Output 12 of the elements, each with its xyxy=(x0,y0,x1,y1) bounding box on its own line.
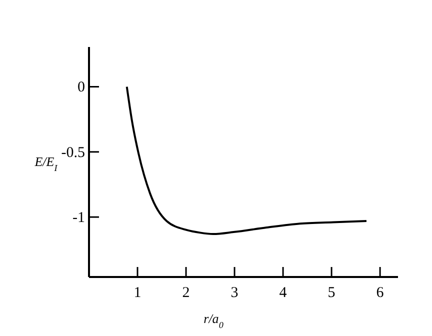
x-tick-label: 4 xyxy=(279,285,288,301)
x-axis-title: r/a$_{0}$ xyxy=(204,311,224,330)
x-tick-label: 2 xyxy=(182,285,190,301)
line-series xyxy=(126,86,368,235)
x-tick-label: 1 xyxy=(134,285,142,301)
y-tick-label: -0.5 xyxy=(61,144,85,161)
y-tick-label: -1 xyxy=(72,210,85,226)
x-tick-label: 6 xyxy=(376,285,384,301)
x-tick-label: 5 xyxy=(328,285,336,301)
x-tick-label: 3 xyxy=(230,285,238,301)
y-axis-title: E/E$_{I}$ xyxy=(34,154,58,173)
y-tick-label: 0 xyxy=(78,80,85,96)
